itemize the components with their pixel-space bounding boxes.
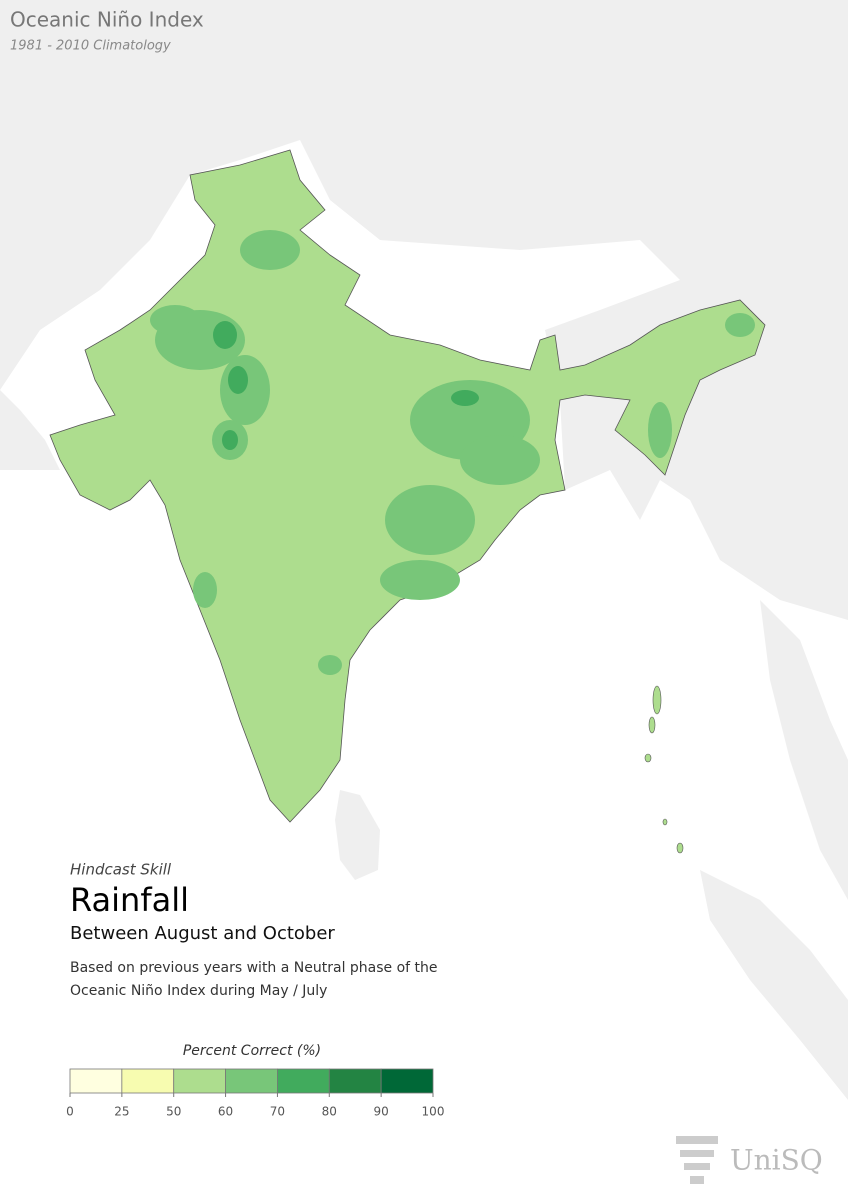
legend-tick-label: 60 xyxy=(218,1105,233,1119)
skill-area xyxy=(318,655,342,675)
caption-title: Rainfall xyxy=(70,881,189,919)
caption-period: Between August and October xyxy=(70,923,335,944)
legend-tick-label: 70 xyxy=(270,1105,285,1119)
skill-area xyxy=(648,402,672,458)
legend-tick-label: 50 xyxy=(166,1105,181,1119)
legend-swatch xyxy=(225,1068,278,1094)
map-subtitle: 1981 - 2010 Climatology xyxy=(10,39,171,54)
legend-tick-label: 25 xyxy=(114,1105,129,1119)
map-title: Oceanic Niño Index xyxy=(10,8,204,32)
legend-tick-label: 90 xyxy=(374,1105,389,1119)
skill-area xyxy=(150,305,200,335)
caption-description: Based on previous years with a Neutral p… xyxy=(70,960,438,976)
logo-text: UniSQ xyxy=(730,1144,823,1177)
legend-tick-label: 80 xyxy=(322,1105,337,1119)
logo: UniSQ xyxy=(676,1136,823,1184)
island xyxy=(662,818,668,826)
legend-swatch xyxy=(121,1068,175,1094)
neighbor-land xyxy=(0,390,60,470)
skill-area xyxy=(228,366,248,394)
island xyxy=(648,716,656,734)
legend-swatch xyxy=(173,1068,226,1094)
logo-icon xyxy=(676,1136,718,1184)
legend-swatch xyxy=(69,1068,123,1094)
island xyxy=(652,685,662,715)
legend-swatch xyxy=(328,1068,382,1094)
skill-area xyxy=(460,435,540,485)
caption-kicker: Hindcast Skill xyxy=(70,861,172,879)
island xyxy=(676,842,684,854)
skill-area xyxy=(220,355,270,425)
legend-swatch xyxy=(277,1068,330,1094)
skill-area xyxy=(240,230,300,270)
malay-peninsula xyxy=(760,600,848,900)
skill-area xyxy=(725,313,755,337)
skill-area xyxy=(385,485,475,555)
legend-title: Percent Correct (%) xyxy=(183,1043,321,1059)
neighbor-land xyxy=(0,0,848,620)
legend-tick-label: 0 xyxy=(66,1105,74,1119)
skill-area xyxy=(451,390,479,406)
legend-tick-label: 100 xyxy=(422,1105,445,1119)
skill-area xyxy=(222,430,238,450)
caption-description: Oceanic Niño Index during May / July xyxy=(70,983,327,999)
sumatra xyxy=(700,870,848,1100)
skill-area xyxy=(193,572,217,608)
sri-lanka xyxy=(335,790,380,880)
legend-swatch xyxy=(380,1068,434,1094)
island xyxy=(644,753,652,763)
skill-area xyxy=(380,560,460,600)
basemap xyxy=(0,0,848,1100)
skill-area xyxy=(213,321,237,349)
